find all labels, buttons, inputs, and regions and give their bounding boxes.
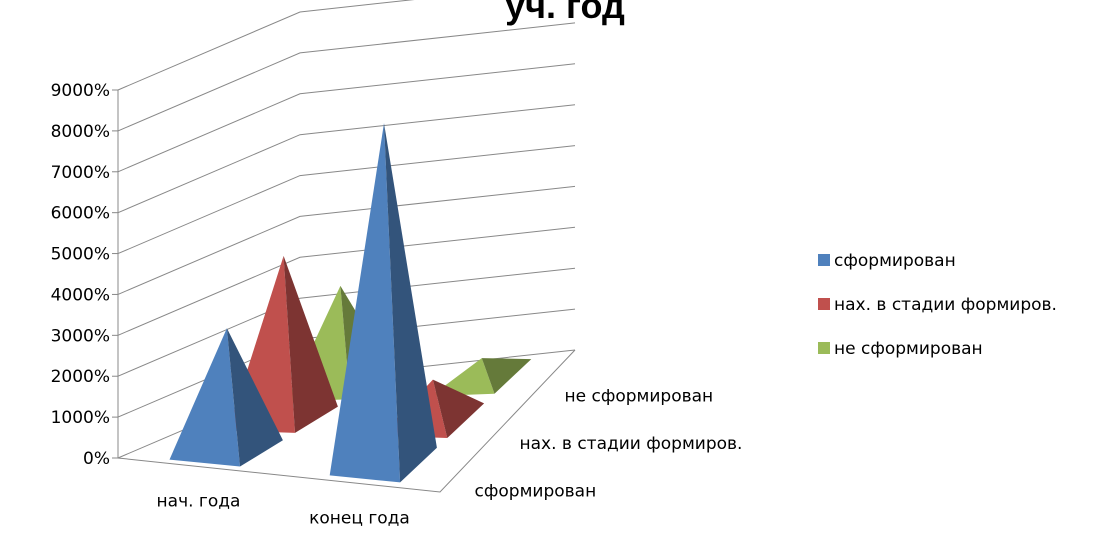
- y-tick-label: 3000%: [51, 326, 110, 346]
- legend-label: нах. в стадии формиров.: [834, 295, 1057, 315]
- y-tick-label: 1000%: [51, 408, 110, 428]
- legend-label: не сформирован: [834, 339, 983, 359]
- y-tick-label: 0%: [83, 449, 110, 469]
- pyramid-side: [283, 255, 338, 433]
- pyramid-side: [226, 328, 283, 467]
- axis-line: [117, 90, 576, 493]
- x-tick-label: конец года: [309, 509, 410, 529]
- legend-swatch: [818, 298, 830, 310]
- pyramid-side: [432, 379, 485, 438]
- y-tick-label: 9000%: [51, 81, 110, 101]
- legend-swatch: [818, 254, 830, 266]
- grid-line: [117, 63, 576, 173]
- grid-line: [117, 226, 576, 336]
- grid-line: [117, 145, 576, 255]
- y-tick-label: 8000%: [51, 122, 110, 142]
- pyramid-side: [384, 123, 437, 483]
- chart-title: уч. год: [505, 0, 625, 26]
- x-tick-label: нач. года: [157, 492, 241, 512]
- grid-line: [117, 267, 576, 377]
- y-tick-label: 5000%: [51, 245, 110, 265]
- legend-label: сформирован: [834, 251, 956, 271]
- grid-line: [117, 0, 415, 91]
- grid-line: [117, 104, 576, 214]
- grid-line: [117, 185, 576, 295]
- y-tick-label: 4000%: [51, 285, 110, 305]
- y-tick-label: 2000%: [51, 367, 110, 387]
- grid-line: [117, 22, 576, 132]
- y-tick-label: 6000%: [51, 204, 110, 224]
- pyramid-side: [481, 358, 532, 394]
- pyramid-face: [169, 328, 240, 467]
- pyramid-face: [329, 123, 401, 483]
- y-tick-label: 7000%: [51, 163, 110, 183]
- depth-label: не сформирован: [565, 387, 714, 407]
- depth-label: нах. в стадии формиров.: [520, 434, 743, 454]
- depth-label: сформирован: [475, 481, 597, 501]
- legend-swatch: [818, 342, 830, 354]
- pyramid: [329, 123, 437, 483]
- pyramid: [169, 328, 283, 467]
